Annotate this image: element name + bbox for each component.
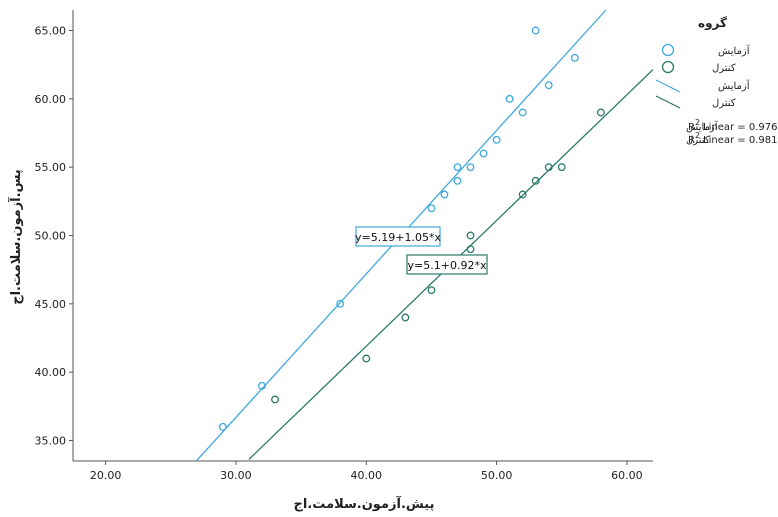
data-point-experiment	[492, 135, 501, 144]
data-point-experiment	[544, 81, 553, 90]
data-point-experiment	[570, 53, 579, 62]
x-axis-label: پیش.آزمون.سلامت.اج	[294, 495, 435, 512]
data-point-control	[518, 190, 527, 199]
equation-label-control: y=5.1+0.92*x	[406, 254, 488, 275]
r2-text-control: Linear = 0.981	[703, 135, 777, 146]
legend-line-label-control: کنترل	[712, 98, 736, 109]
equation-text-experiment: y=5.19+1.05*x	[355, 231, 441, 244]
y-tick-label: 50.00	[35, 230, 67, 243]
y-tick-label: 45.00	[35, 298, 67, 311]
x-tick-label: 60.00	[611, 469, 643, 482]
y-tick-label: 40.00	[35, 366, 67, 379]
data-point-control	[596, 108, 605, 117]
data-point-control	[557, 163, 566, 172]
r2-group-experiment: آزمایش	[686, 120, 719, 133]
y-tick-label: 35.00	[35, 435, 67, 448]
data-point-experiment	[336, 299, 345, 308]
data-point-control	[271, 395, 279, 404]
equation-label-experiment: y=5.19+1.05*x	[355, 226, 441, 247]
axis-ticks: 20.00 30.00 40.00 50.00 60.00 35.00 40.00 45.00…	[35, 25, 643, 483]
data-point-control	[466, 245, 475, 254]
data-point-control	[531, 176, 540, 185]
data-point-experiment	[453, 176, 462, 185]
data-point-experiment	[453, 163, 462, 172]
y-tick-label: 55.00	[35, 161, 67, 174]
legend-r2-control: کنترل R2 Linear = 0.981	[686, 131, 778, 146]
legend-r2-experiment: آزمایش R2 Linear = 0.976	[686, 118, 778, 133]
y-tick-label: 60.00	[35, 93, 67, 106]
legend-marker-experiment	[661, 43, 675, 57]
legend-line-label-experiment: آزمایش	[718, 79, 751, 92]
legend-marker-label-experiment: آزمایش	[718, 44, 751, 57]
x-tick-label: 50.00	[481, 469, 513, 482]
data-point-control	[362, 354, 371, 363]
data-points	[218, 26, 605, 431]
x-tick-label: 20.00	[90, 469, 122, 482]
r2-text-experiment: Linear = 0.976	[703, 122, 777, 133]
data-point-control	[544, 163, 553, 172]
data-point-experiment	[218, 422, 227, 431]
data-point-experiment	[505, 94, 514, 103]
y-axis-label: پس.آزمون.سلامت.اج	[7, 169, 24, 305]
data-point-experiment	[440, 190, 449, 199]
legend-title: گروه	[698, 16, 727, 31]
data-point-experiment	[466, 163, 475, 172]
data-point-experiment	[258, 381, 266, 390]
data-point-experiment	[518, 108, 527, 117]
legend-line-experiment	[655, 79, 681, 93]
equation-text-control: y=5.1+0.92*x	[408, 259, 487, 272]
r2-prefix-experiment: R	[688, 122, 695, 133]
r2-sup-control: 2	[695, 131, 700, 140]
data-point-experiment	[531, 26, 540, 35]
data-point-experiment	[479, 149, 488, 158]
legend-line-control	[655, 95, 681, 109]
legend-marker-label-control: کنترل	[712, 63, 736, 74]
data-point-control	[427, 286, 436, 295]
r2-prefix-control: R	[688, 135, 695, 146]
legend-marker-control	[661, 60, 675, 74]
x-tick-label: 30.00	[220, 469, 252, 482]
r2-group-control: کنترل	[686, 135, 710, 146]
x-tick-label: 40.00	[351, 469, 383, 482]
data-point-control	[401, 313, 410, 322]
y-tick-label: 65.00	[35, 25, 67, 38]
r2-sup-experiment: 2	[695, 118, 700, 127]
data-point-control	[466, 231, 475, 240]
data-point-experiment	[427, 204, 436, 213]
legend: گروه آزمایش کنترل آزمایش کنترل آزمایش R2…	[655, 16, 778, 146]
